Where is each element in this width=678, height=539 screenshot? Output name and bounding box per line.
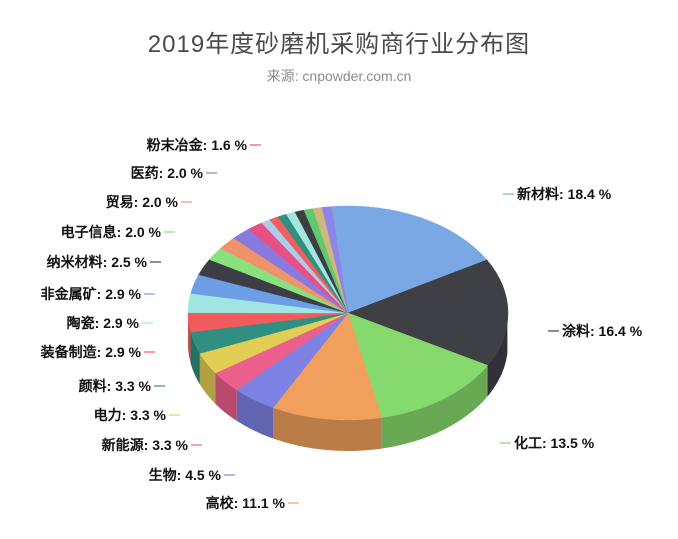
pie-slice-side bbox=[273, 407, 382, 451]
pie-slice[interactable] bbox=[347, 312, 488, 418]
slice-label: 医药: 2.0 % bbox=[130, 165, 203, 181]
slice-label: 颜料: 3.3 % bbox=[78, 378, 151, 394]
pie-slice-small[interactable] bbox=[321, 206, 349, 314]
pie-slice-side bbox=[487, 322, 508, 397]
slice-label: 电子信息: 2.0 % bbox=[60, 224, 161, 240]
slice-label: 新材料: 18.4 % bbox=[517, 186, 612, 202]
slice-label: 非金属矿: 2.9 % bbox=[40, 286, 141, 302]
slice-label: 粉末冶金: 1.6 % bbox=[146, 137, 247, 153]
chart-source: 来源: cnpowder.com.cn bbox=[266, 68, 412, 84]
slice-label: 化工: 13.5 % bbox=[514, 435, 595, 451]
slice-label: 新能源: 3.3 % bbox=[101, 437, 188, 453]
pie-slice-side bbox=[215, 372, 237, 421]
slice-label: 高校: 11.1 % bbox=[205, 495, 285, 511]
pie-slice-side bbox=[190, 332, 200, 385]
chart-title: 2019年度砂磨机采购商行业分布图 bbox=[147, 31, 531, 58]
pie-slice-side bbox=[381, 365, 488, 449]
slice-label: 纳米材料: 2.5 % bbox=[46, 254, 147, 270]
slice-label: 生物: 4.5 % bbox=[148, 467, 221, 483]
pie-slice-side bbox=[188, 316, 191, 364]
pie-slice-side bbox=[236, 389, 274, 439]
pie-slice[interactable] bbox=[347, 259, 509, 366]
pie-slice[interactable] bbox=[330, 205, 488, 314]
slice-label: 陶瓷: 2.9 % bbox=[66, 315, 139, 331]
pie-slice[interactable] bbox=[272, 312, 382, 421]
pie-slice-side bbox=[199, 353, 216, 404]
slice-label: 涂料: 16.4 % bbox=[562, 323, 643, 339]
slice-label: 贸易: 2.0 % bbox=[105, 194, 178, 210]
slice-label: 装备制造: 2.9 % bbox=[40, 344, 141, 360]
slice-label: 电力: 3.3 % bbox=[93, 407, 166, 423]
